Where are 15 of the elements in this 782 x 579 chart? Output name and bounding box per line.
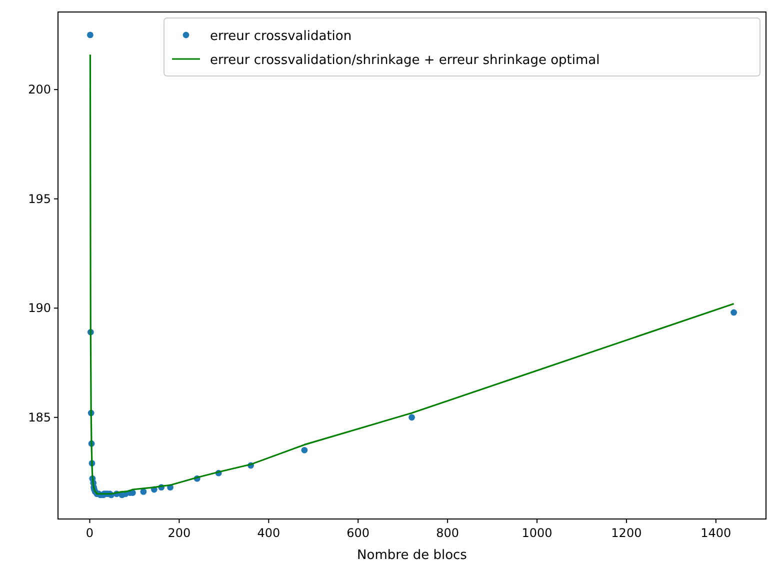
legend-label: erreur crossvalidation [210,29,352,44]
x-tick-label: 1400 [700,526,732,540]
x-tick-label: 0 [86,526,94,540]
x-tick-label: 1200 [611,526,642,540]
x-tick-label: 1000 [522,526,552,540]
y-tick-label: 195 [28,192,51,206]
x-tick-label: 600 [346,526,370,540]
y-tick-label: 185 [28,410,51,424]
x-tick-label: 400 [257,526,280,540]
legend-label: erreur crossvalidation/shrinkage + erreur shrinkage optimal [210,53,600,68]
x-tick-label: 800 [436,526,460,540]
x-axis-title: Nombre de blocs [357,548,468,563]
y-tick-label: 200 [28,82,51,97]
y-tick-label: 190 [28,301,51,316]
x-tick-label: 200 [168,526,191,540]
